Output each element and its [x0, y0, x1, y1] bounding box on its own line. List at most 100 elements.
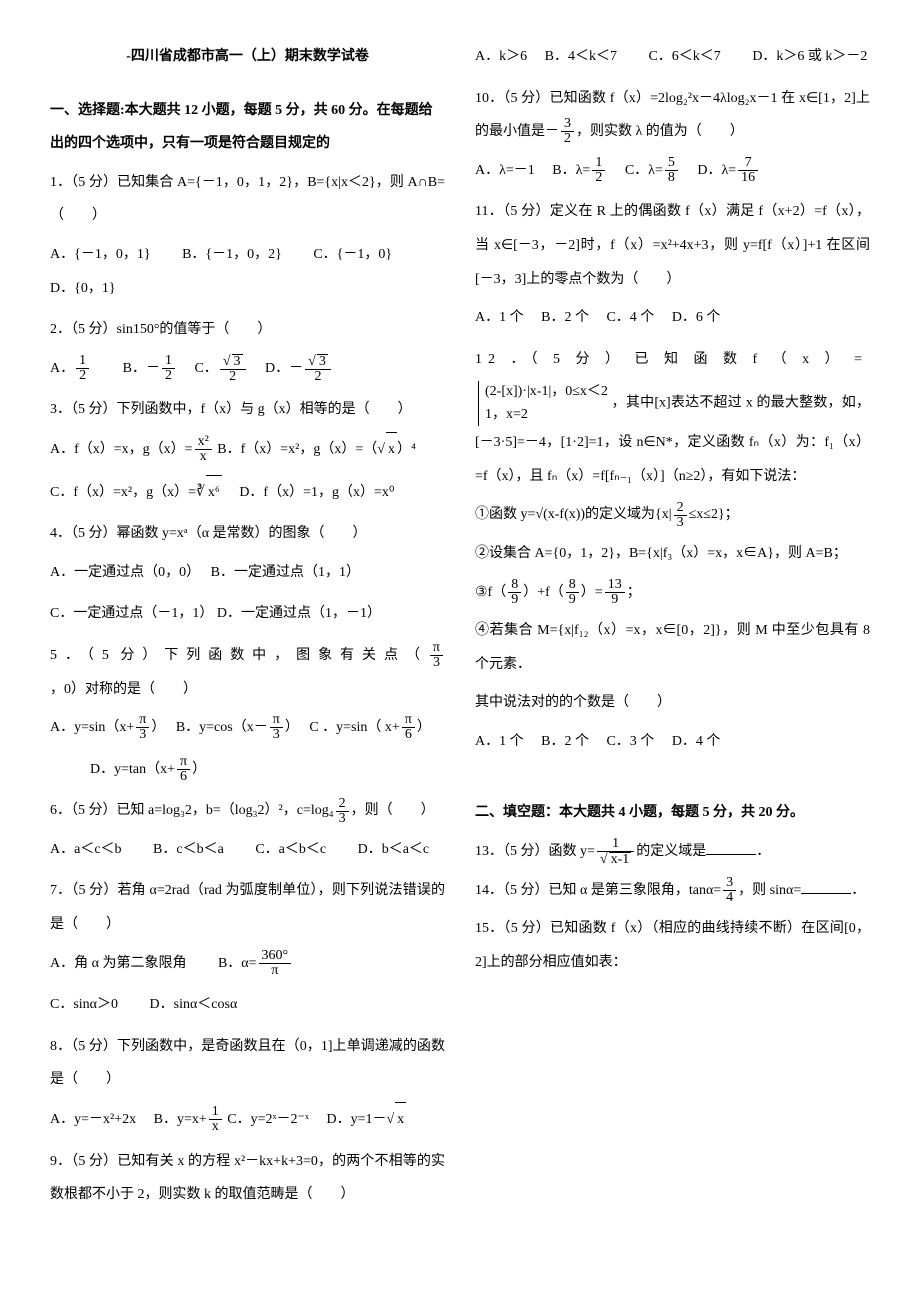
q10-a: A．λ=－1: [475, 163, 535, 178]
q4-d: D．一定通过点（1，－1）: [217, 606, 381, 621]
q9-d: D．k＞6 或 k＞－2: [752, 49, 867, 64]
q9-a: A．k＞6: [475, 49, 527, 64]
q5-opts2: D．y=tan（x+π6）: [50, 753, 445, 787]
q7-c: C．sinα＞0: [50, 997, 118, 1012]
q6-c: C．a＜b＜c: [255, 842, 326, 857]
q8-b: B．y=x+1x: [154, 1112, 224, 1127]
q12-d: D．4 个: [672, 734, 721, 749]
q12-stem-pre: 12 ．（ 5 分 ） 已 知 函 数 f （ x ） =: [475, 343, 870, 377]
q9-stem: 9．（5 分）已知有关 x 的方程 x²－kx+k+3=0，的两个不相等的实数根…: [50, 1145, 445, 1212]
q13: 13．（5 分）函数 y=1√x-1的定义域是．: [475, 835, 870, 869]
q7-b: B．α=360°π: [218, 956, 293, 971]
q1-a: A．{－1，0，1}: [50, 247, 151, 262]
q7-a: A．角 α 为第二象限角: [50, 956, 186, 971]
q3-a-pre: A．f（x）=x，g（x）=: [50, 442, 193, 457]
q7-opts2: C．sinα＞0 D．sinα＜cosα: [50, 988, 445, 1022]
q2-d: D．－: [265, 361, 303, 376]
q6-stem-frac: 23: [336, 797, 349, 826]
q5-a: A．y=sin（x+π3）: [50, 720, 158, 735]
q11-stem: 11．（5 分）定义在 R 上的偶函数 f（x）满足 f（x+2）=f（x），当…: [475, 195, 870, 296]
q11-b: B．2 个: [541, 310, 589, 325]
q1-d: D．{0，1}: [50, 281, 116, 296]
q4-opts: A．一定通过点（0，0） B．一定通过点（1，1）: [50, 556, 445, 590]
q3-b: B．f（x）=x²，g（x）=（√x）⁴: [217, 442, 416, 457]
q12-c: C．3 个: [606, 734, 654, 749]
q6-d: D．b＜a＜c: [358, 842, 430, 857]
q12-ask: 其中说法对的的个数是（ ）: [475, 686, 870, 720]
q10-b: B．λ=12: [552, 163, 607, 178]
q12-s2: ②设集合 A={0，1，2}，B={x|f₃（x）=x，x∈A}，则 A=B；: [475, 537, 870, 571]
q5-stem: 5．（5 分）下列函数中，图象有关点（π3，0）对称的是（ ）: [50, 639, 445, 706]
q4-stem: 4．（5 分）幂函数 y=xᵃ（α 是常数）的图象（ ）: [50, 517, 445, 551]
q14-frac: 34: [723, 876, 736, 905]
q12-s1: ①函数 y=√(x-f(x))的定义域为{x|23≤x≤2}；: [475, 498, 870, 532]
q10-stem-frac: 32: [561, 117, 574, 146]
q3-opts2: C．f（x）=x²，g（x）=∛x⁶ D．f（x）=1，g（x）=x⁰: [50, 475, 445, 510]
q12-s3: ③f（89）+f（89）=139；: [475, 576, 870, 610]
q2-stem: 2．（5 分）sin150°的值等于（ ）: [50, 313, 445, 347]
q8-d: D．y=1－√x: [326, 1112, 406, 1127]
q9-opts: A．k＞6 B．4＜k＜7 C．6＜k＜7 D．k＞6 或 k＞－2: [475, 40, 870, 74]
q7-d: D．sinα＜cosα: [150, 997, 238, 1012]
q2-a: A．: [50, 361, 74, 376]
q10-opts: A．λ=－1 B．λ=12 C．λ=58 D．λ=716: [475, 154, 870, 188]
q11-c: C．4 个: [606, 310, 654, 325]
q11-opts: A．1 个 B．2 个 C．4 个 D．6 个: [475, 301, 870, 335]
q4-a: A．一定通过点（0，0）: [50, 565, 193, 580]
q3-d: D．f（x）=1，g（x）=x⁰: [239, 485, 394, 500]
page-title: -四川省成都市高一（上）期末数学试卷: [50, 40, 445, 74]
q1-c: C．{－1，0}: [313, 247, 392, 262]
q1-stem: 1．（5 分）已知集合 A={－1，0，1，2}，B={x|x＜2}，则 A∩B…: [50, 166, 445, 233]
q12-a: A．1 个: [475, 734, 524, 749]
q5-d: D．y=tan（x+π6）: [90, 762, 206, 777]
q4-opts2: C．一定通过点（－1，1） D．一定通过点（1，－1）: [50, 597, 445, 631]
q10-d: D．λ=716: [697, 163, 760, 178]
q3-a-frac: x²x: [195, 435, 212, 464]
q3-c: C．f（x）=x²，g（x）=∛x⁶: [50, 485, 222, 500]
q5-b: B．y=cos（x－π3）: [176, 720, 292, 735]
q1-opts: A．{－1，0，1} B．{－1，0，2} C．{－1，0} D．{0，1}: [50, 238, 445, 305]
q12-piecewise-row: (2-[x])·|x-1|，0≤x＜2 1，x=2 ，其中[x]表达不超过 x …: [475, 381, 870, 493]
q15: 15．（5 分）已知函数 f（x）（相应的曲线持续不断）在区间[0，2]上的部分…: [475, 912, 870, 979]
q1-b: B．{－1，0，2}: [182, 247, 282, 262]
q2-d-frac: √32: [305, 354, 331, 384]
q2-b-frac: 12: [162, 354, 175, 383]
q14: 14．（5 分）已知 α 是第三象限角，tanα=34，则 sinα=．: [475, 874, 870, 908]
q6-b: B．c＜b＜a: [153, 842, 224, 857]
q12-b: B．2 个: [541, 734, 589, 749]
q12-s4: ④若集合 M={x|f₁₂（x）=x，x∈[0，2]}，则 M 中至少包具有 8…: [475, 614, 870, 681]
q3-opts: A．f（x）=x，g（x）=x²x B．f（x）=x²，g（x）=（√x）⁴: [50, 432, 445, 467]
q2-c: C．: [194, 361, 217, 376]
q11-d: D．6 个: [672, 310, 721, 325]
q13-frac: 1√x-1: [597, 837, 634, 867]
q14-blank: [801, 879, 851, 894]
section2-header: 二、填空题：本大题共 4 小题，每题 5 分，共 20 分。: [475, 796, 870, 830]
q6-a: A．a＜c＜b: [50, 842, 122, 857]
q2-b: B．－: [123, 361, 160, 376]
q5-c: C ．y=sin（ x+π6）: [309, 720, 431, 735]
q7-stem: 7．（5 分）若角 α=2rad（rad 为弧度制单位），则下列说法错误的是（ …: [50, 874, 445, 941]
q12-piecewise: (2-[x])·|x-1|，0≤x＜2 1，x=2: [478, 381, 608, 426]
q8-a: A．y=－x²+2x: [50, 1112, 136, 1127]
q4-b: B．一定通过点（1，1）: [211, 565, 360, 580]
q8-c: C．y=2ˣ－2⁻ˣ: [227, 1112, 309, 1127]
q2-opts: A．12 B．－12 C．√32 D．－√32: [50, 352, 445, 386]
q8-opts: A．y=－x²+2x B．y=x+1x C．y=2ˣ－2⁻ˣ D．y=1－√x: [50, 1102, 445, 1137]
q3-stem: 3．（5 分）下列函数中，f（x）与 g（x）相等的是（ ）: [50, 393, 445, 427]
q9-b: B．4＜k＜7: [545, 49, 617, 64]
q7-opts: A．角 α 为第二象限角 B．α=360°π: [50, 947, 445, 981]
q2-c-frac: √32: [220, 354, 246, 384]
q5-stem-frac: π3: [430, 641, 443, 670]
section1-header: 一、选择题:本大题共 12 小题，每题 5 分，共 60 分。在每题给出的四个选…: [50, 94, 445, 161]
q10-c: C．λ=58: [625, 163, 680, 178]
q12-opts: A．1 个 B．2 个 C．3 个 D．4 个: [475, 725, 870, 759]
q8-stem: 8．（5 分）下列函数中，是奇函数且在（0，1]上单调递减的函数是（ ）: [50, 1030, 445, 1097]
q2-a-frac: 12: [76, 354, 89, 383]
q5-opts: A．y=sin（x+π3） B．y=cos（x－π3） C ．y=sin（ x+…: [50, 711, 445, 745]
q4-c: C．一定通过点（－1，1）: [50, 606, 213, 621]
q6-stem: 6．（5 分）已知 a=log₃2，b=（log₃2）²，c=log₄23，则（…: [50, 794, 445, 828]
q10-stem: 10．（5 分）已知函数 f（x）=2log₂²x－4λlog₂x－1 在 x∈…: [475, 82, 870, 149]
q6-opts: A．a＜c＜b B．c＜b＜a C．a＜b＜c D．b＜a＜c: [50, 833, 445, 867]
q11-a: A．1 个: [475, 310, 524, 325]
q13-blank: [706, 840, 756, 855]
